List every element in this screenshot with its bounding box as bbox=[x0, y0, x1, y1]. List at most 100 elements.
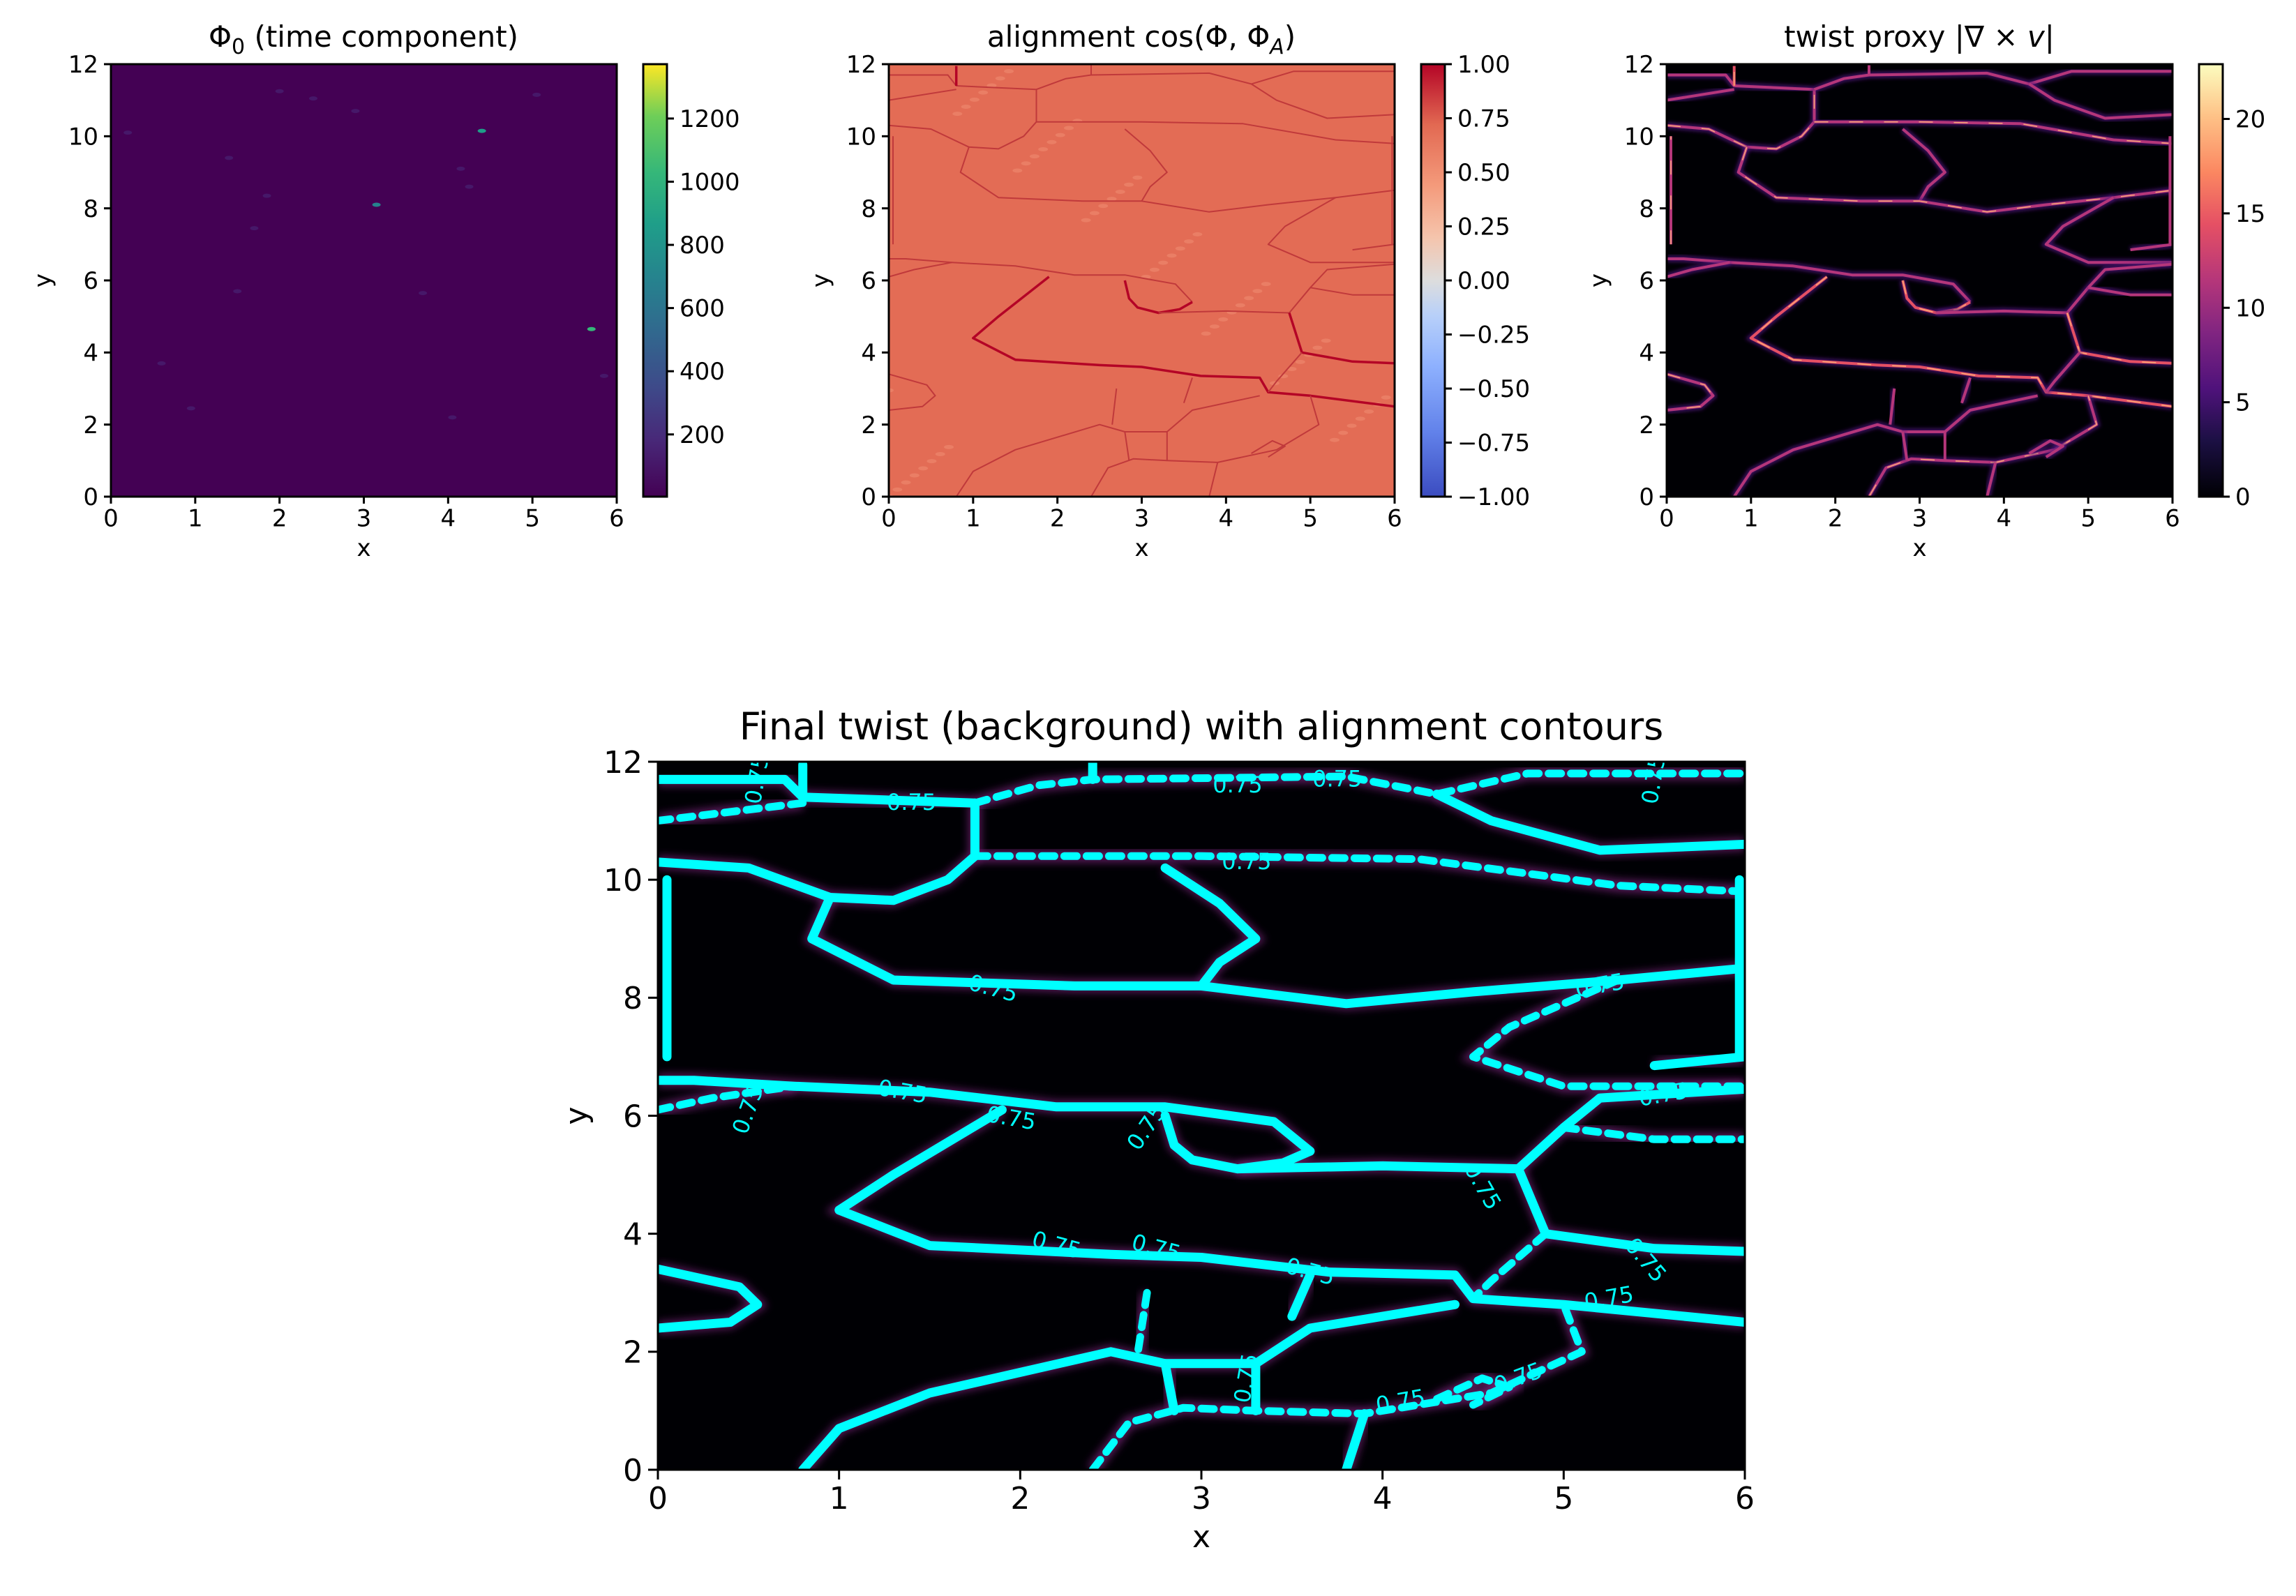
contour-line bbox=[1433, 1374, 1513, 1409]
speckle bbox=[1098, 204, 1109, 209]
y-axis-label: y bbox=[559, 1106, 594, 1124]
y-tick-label: 0 bbox=[861, 483, 876, 511]
x-tick-label: 6 bbox=[1735, 1481, 1755, 1516]
x-tick-label: 4 bbox=[1219, 504, 1234, 532]
hot-spot bbox=[372, 202, 381, 207]
twist-wall bbox=[2087, 286, 2173, 296]
y-tick-label: 10 bbox=[68, 123, 98, 151]
speckle bbox=[918, 466, 929, 471]
speckle bbox=[1021, 161, 1031, 166]
speckle bbox=[1149, 267, 1160, 272]
y-tick-label: 10 bbox=[846, 123, 876, 151]
speckle bbox=[1184, 239, 1194, 244]
hot-spot bbox=[309, 96, 317, 101]
x-tick-label: 5 bbox=[2080, 504, 2096, 532]
speckle bbox=[1124, 182, 1134, 187]
contour-line bbox=[658, 1082, 798, 1114]
panel-phi0-colorbar-ticks: 200 400 600 800 1000 1200 bbox=[667, 105, 740, 449]
colorbar-tick-label: −0.75 bbox=[1457, 430, 1530, 458]
y-tick-label: 12 bbox=[1624, 51, 1654, 79]
y-tick-label: 4 bbox=[861, 340, 876, 368]
contour-line bbox=[658, 1076, 1315, 1156]
twist-wall-hot bbox=[2066, 313, 2173, 364]
x-tick-label: 6 bbox=[609, 504, 624, 532]
domain-wall bbox=[1267, 197, 1395, 264]
speckle bbox=[1106, 197, 1117, 202]
panel-twist-colorbar bbox=[2198, 63, 2224, 498]
y-tick-label: 2 bbox=[1639, 412, 1654, 439]
twist-wall bbox=[1667, 261, 1730, 278]
hot-spot bbox=[233, 289, 242, 294]
contour-line bbox=[1160, 863, 1261, 991]
domain-wall bbox=[1183, 377, 1193, 404]
contour-line bbox=[1513, 1164, 1745, 1256]
heatmap-background bbox=[889, 64, 1395, 497]
speckle bbox=[909, 473, 920, 478]
colorbar-tick-label: 0.50 bbox=[1457, 159, 1510, 187]
speckle bbox=[1046, 140, 1057, 144]
speckle bbox=[1038, 146, 1049, 151]
panel-phi0-heatmap bbox=[111, 64, 617, 497]
x-tick-label: 4 bbox=[441, 504, 456, 532]
speckle bbox=[935, 452, 945, 457]
panel-final-twist: Final twist (background) with alignment … bbox=[559, 705, 1755, 1555]
hot-spot bbox=[587, 326, 596, 331]
x-axis-label: x bbox=[1912, 534, 1926, 562]
twist-wall bbox=[1889, 388, 1896, 425]
panel-final-twist-heatmap: 0.750.750.75 0.750.75 0.750.75 0.750.750.75… bbox=[658, 762, 1745, 1470]
domain-wall bbox=[972, 276, 1395, 408]
speckle bbox=[1089, 211, 1100, 216]
x-tick-label: 1 bbox=[830, 1481, 849, 1516]
twist-wall-hot bbox=[1667, 373, 1714, 411]
hot-spot bbox=[477, 128, 486, 133]
domain-wall bbox=[1208, 462, 1219, 497]
x-axis-label: x bbox=[1192, 1519, 1210, 1555]
panel-alignment-colorbar-ticks: 1.00 0.75 0.50 0.25 0.00 −0.25 −0.50 −0.75 −1.00 bbox=[1445, 51, 1530, 511]
panel-twist-title: twist proxy |∇ × v| bbox=[1784, 20, 2055, 54]
domain-wall bbox=[1111, 388, 1118, 425]
y-tick-label: 10 bbox=[1624, 123, 1654, 151]
y-tick-label: 0 bbox=[83, 483, 98, 511]
speckle bbox=[1244, 296, 1254, 301]
speckle bbox=[1252, 289, 1263, 294]
hot-spot bbox=[351, 109, 360, 114]
speckle bbox=[1201, 331, 1211, 336]
twist-wall bbox=[1667, 73, 1815, 91]
x-axis-label: x bbox=[1134, 534, 1148, 562]
twist-wall bbox=[1667, 88, 1735, 102]
contour-line bbox=[1088, 1300, 1586, 1470]
speckle bbox=[1261, 282, 1271, 287]
speckle bbox=[944, 444, 954, 449]
x-tick-label: 3 bbox=[1134, 504, 1150, 532]
speckle bbox=[1381, 395, 1391, 400]
speckle bbox=[892, 487, 903, 492]
colorbar-tick-label: 10 bbox=[2235, 294, 2265, 322]
contour-line bbox=[1134, 1288, 1151, 1356]
y-tick-label: 6 bbox=[861, 267, 876, 295]
twist-wall-hot bbox=[1750, 276, 2173, 407]
speckle bbox=[1321, 338, 1331, 343]
y-tick-label: 6 bbox=[83, 267, 98, 295]
colorbar-tick-label: 800 bbox=[680, 232, 725, 259]
speckle bbox=[1004, 69, 1014, 74]
domain-wall bbox=[1090, 396, 1320, 497]
speckle bbox=[969, 97, 980, 102]
twist-wall bbox=[1986, 462, 1997, 497]
hot-spot bbox=[465, 184, 474, 189]
speckle bbox=[926, 459, 937, 464]
speckle bbox=[1209, 324, 1220, 329]
twist-wall-hot bbox=[1868, 396, 2098, 497]
colorbar-tick-label: 1.00 bbox=[1457, 51, 1510, 79]
colorbar-tick-label: −1.00 bbox=[1457, 483, 1530, 511]
contour-line bbox=[1649, 1052, 1745, 1071]
contour-line bbox=[1233, 1084, 1745, 1174]
x-tick-label: 1 bbox=[1743, 504, 1759, 532]
speckle bbox=[1166, 253, 1177, 258]
contour-line bbox=[658, 774, 980, 808]
panel-twist-heatmap bbox=[1667, 64, 2173, 497]
colorbar-tick-label: 400 bbox=[680, 358, 725, 386]
